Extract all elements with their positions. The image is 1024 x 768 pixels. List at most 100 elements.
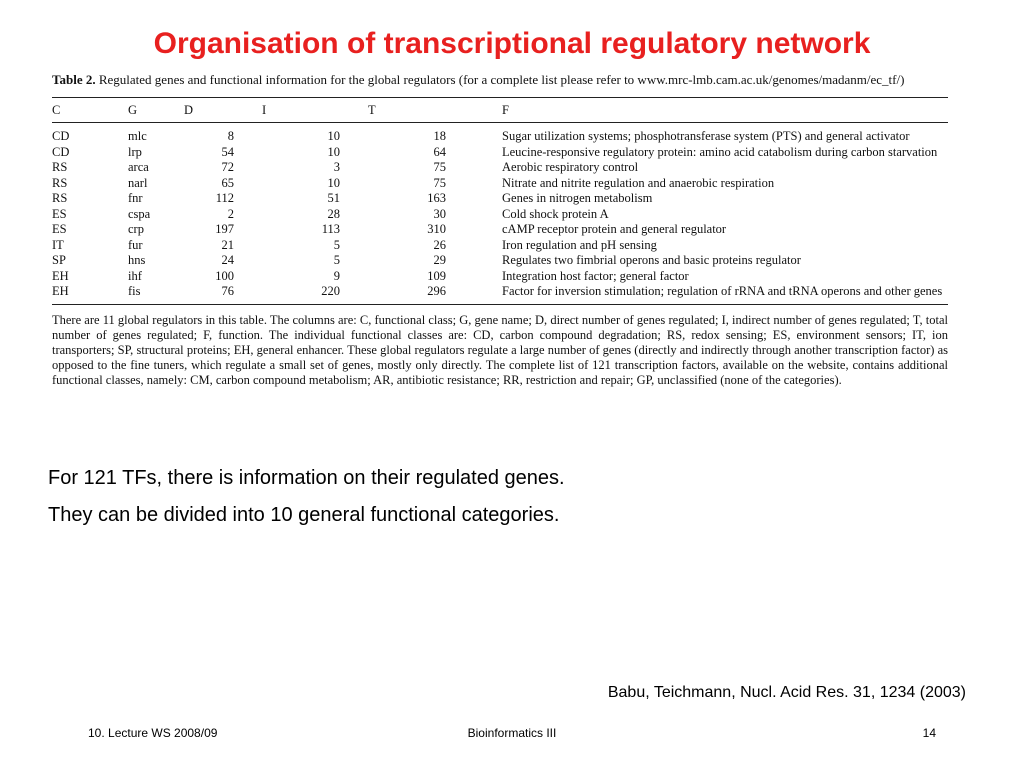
cell-function: Genes in nitrogen metabolism <box>502 191 653 205</box>
table-row: EH ihf 100 9 109 Integration host factor; gen… <box>52 269 948 285</box>
cell-indirect: 10 <box>327 144 341 159</box>
cell-total: 75 <box>433 160 447 174</box>
table-row: ES crp 197 113 310 cAMP receptor protein and … <box>52 222 948 238</box>
header-f: F <box>502 97 948 123</box>
cell-direct: 76 <box>184 284 234 305</box>
cell-gene: ihf <box>128 268 142 283</box>
cell-total: 296 <box>340 284 446 305</box>
cell-function: Leucine-responsive regulatory protein: a… <box>502 144 938 159</box>
cell-class: ES <box>52 206 67 221</box>
cell-function: Integration host factor; general factor <box>502 268 689 283</box>
footer-lecture: 10. Lecture WS 2008/09 <box>88 726 218 740</box>
cell-indirect: 113 <box>321 222 340 236</box>
slide-title: Organisation of transcriptional regulato… <box>153 27 871 60</box>
cell-gap <box>446 145 502 161</box>
cell-class: EH <box>52 284 128 305</box>
cell-direct: 24 <box>221 253 235 267</box>
cell-direct: 21 <box>221 237 235 252</box>
cell-gene: narl <box>128 175 148 190</box>
table-row: RS fnr 112 51 163 Genes in nitrogen metabolis… <box>52 191 948 207</box>
cell-function: Sugar utilization systems; phosphotransf… <box>502 129 910 143</box>
cell-gap <box>446 238 502 254</box>
cell-gene: fis <box>128 284 184 305</box>
cell-class: RS <box>52 191 68 205</box>
cell-gene: arca <box>128 160 149 174</box>
header-d: D <box>184 97 234 123</box>
cell-class: IT <box>52 237 64 252</box>
cell-function: Cold shock protein A <box>502 206 609 221</box>
cell-class: EH <box>52 268 69 283</box>
table-row: ES cspa 2 28 30 Cold shock protein A <box>52 207 948 223</box>
cell-gap <box>446 222 502 238</box>
cell-total: 30 <box>433 206 447 221</box>
cell-direct: 8 <box>227 129 234 143</box>
cell-direct: 2 <box>227 206 234 221</box>
cell-direct: 72 <box>221 160 235 174</box>
cell-class: SP <box>52 253 66 267</box>
cell-total: 109 <box>427 268 446 283</box>
cell-gap <box>446 284 502 305</box>
cell-total: 26 <box>433 237 447 252</box>
table-row: CD mlc 8 10 18 Sugar utilization systems; pho… <box>52 129 948 145</box>
header-c: C <box>52 97 128 123</box>
footer-page-number: 14 <box>922 726 936 740</box>
table-figure: Table 2. Regulated genes and functional … <box>52 72 948 389</box>
cell-direct: 197 <box>215 222 234 236</box>
cell-gene: mlc <box>128 129 147 143</box>
cell-class: RS <box>52 160 68 174</box>
cell-indirect: 51 <box>327 191 341 205</box>
cell-gap <box>446 207 502 223</box>
cell-indirect: 28 <box>327 206 341 221</box>
header-t: T <box>340 97 446 123</box>
cell-function: Regulates two fimbrial operons and basic… <box>502 253 801 267</box>
cell-class: ES <box>52 222 67 236</box>
cell-gene: lrp <box>128 144 142 159</box>
cell-indirect: 220 <box>234 284 340 305</box>
cell-total: 64 <box>433 144 447 159</box>
cell-gene: cspa <box>128 206 151 221</box>
table-caption: Table 2. Regulated genes and functional … <box>52 72 948 88</box>
cell-class: RS <box>52 175 68 190</box>
cell-indirect: 10 <box>327 175 341 190</box>
table-row: SP hns 24 5 29 Regulates two fimbrial operons… <box>52 253 948 269</box>
regulators-table: C G D I T F CD mlc 8 10 18 Sugar utilization … <box>52 97 948 305</box>
cell-gene: hns <box>128 253 146 267</box>
cell-gene: fnr <box>128 191 143 205</box>
footer-course: Bioinformatics III <box>467 726 557 740</box>
table-row: RS narl 65 10 75 Nitrate and nitrite regulati… <box>52 176 948 192</box>
cell-function: Factor for inversion stimulation; regula… <box>502 284 948 305</box>
cell-direct: 54 <box>221 144 235 159</box>
table-caption-label: Table 2. <box>52 72 96 87</box>
cell-indirect: 5 <box>333 237 340 252</box>
citation: Babu, Teichmann, Nucl. Acid Res. 31, 123… <box>607 684 966 701</box>
cell-function: Nitrate and nitrite regulation and anaer… <box>502 175 775 190</box>
table-caption-text: Regulated genes and functional informati… <box>95 72 905 87</box>
table-body: CD mlc 8 10 18 Sugar utilization systems; pho… <box>52 129 948 305</box>
table-row: IT fur 21 5 26 Iron regulation and pH sensing <box>52 238 948 254</box>
body-line-1: For 121 TFs, there is information on the… <box>48 467 565 489</box>
cell-function: Aerobic respiratory control <box>502 160 639 174</box>
table-row: CD lrp 54 10 64 Leucine-responsive regulatory… <box>52 145 948 161</box>
cell-gap <box>446 129 502 145</box>
cell-total: 310 <box>427 222 446 236</box>
cell-indirect: 5 <box>333 253 340 267</box>
cell-indirect: 3 <box>333 160 340 174</box>
cell-gap <box>446 160 502 176</box>
cell-direct: 65 <box>221 175 235 190</box>
cell-gene: crp <box>128 222 144 236</box>
cell-gap <box>446 191 502 207</box>
header-i: I <box>234 97 340 123</box>
cell-class: CD <box>52 129 70 143</box>
cell-total: 163 <box>427 191 446 205</box>
body-text: For 121 TFs, there is information on the… <box>48 460 948 534</box>
header-gap <box>446 97 502 123</box>
cell-total: 75 <box>433 175 447 190</box>
table-header-row: C G D I T F <box>52 97 948 123</box>
table-footnote: There are 11 global regulators in this t… <box>52 312 948 388</box>
cell-gap <box>446 253 502 269</box>
cell-indirect: 10 <box>327 129 341 143</box>
table-row: EH fis 76 220 296 Factor for inversion stimul… <box>52 284 948 305</box>
cell-direct: 100 <box>215 268 234 283</box>
body-line-2: They can be divided into 10 general func… <box>48 504 560 526</box>
header-g: G <box>128 97 184 123</box>
